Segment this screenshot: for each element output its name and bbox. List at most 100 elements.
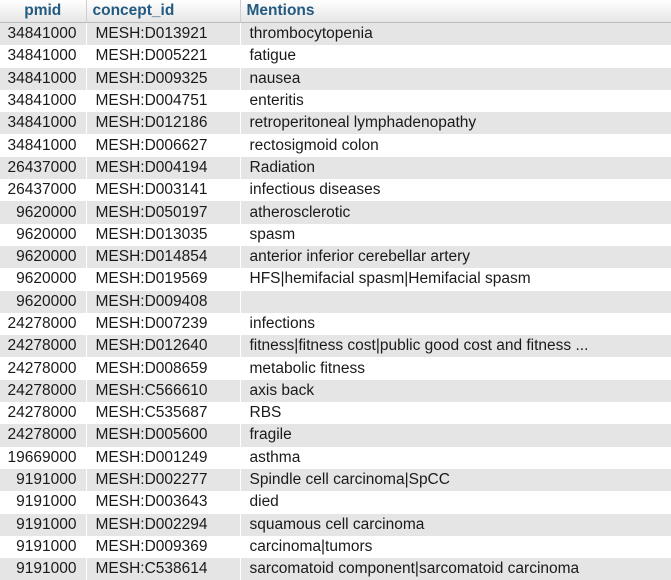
mentions-cell: atherosclerotic bbox=[240, 201, 671, 223]
concept-id-cell: MESH:D009408 bbox=[86, 291, 240, 313]
pmid-cell: 24278000 bbox=[0, 424, 86, 446]
mentions-cell: died bbox=[240, 491, 671, 513]
mentions-cell: rectosigmoid colon bbox=[240, 134, 671, 156]
pmid-cell: 34841000 bbox=[0, 45, 86, 67]
concept-id-cell: MESH:C538614 bbox=[86, 558, 240, 580]
column-header-concept-id[interactable]: concept_id bbox=[86, 0, 240, 23]
mentions-cell: fragile bbox=[240, 424, 671, 446]
pmid-cell: 9620000 bbox=[0, 224, 86, 246]
concept-id-cell: MESH:C566610 bbox=[86, 380, 240, 402]
mentions-cell: enteritis bbox=[240, 90, 671, 112]
mentions-cell: carcinoma|tumors bbox=[240, 536, 671, 558]
pmid-cell: 9191000 bbox=[0, 491, 86, 513]
pmid-cell: 34841000 bbox=[0, 68, 86, 90]
mentions-cell: sarcomatoid component|sarcomatoid carcin… bbox=[240, 558, 671, 580]
pmid-cell: 9191000 bbox=[0, 469, 86, 491]
concept-id-cell: MESH:D005600 bbox=[86, 424, 240, 446]
mentions-cell: fatigue bbox=[240, 45, 671, 67]
pmid-cell: 34841000 bbox=[0, 90, 86, 112]
concept-id-cell: MESH:D004751 bbox=[86, 90, 240, 112]
pmid-cell: 34841000 bbox=[0, 23, 86, 46]
column-header-pmid[interactable]: pmid bbox=[0, 0, 86, 23]
concept-id-cell: MESH:C535687 bbox=[86, 402, 240, 424]
concept-id-cell: MESH:D002277 bbox=[86, 469, 240, 491]
mentions-cell: axis back bbox=[240, 380, 671, 402]
pmid-cell: 9191000 bbox=[0, 536, 86, 558]
concept-id-cell: MESH:D007239 bbox=[86, 313, 240, 335]
mentions-cell: Radiation bbox=[240, 157, 671, 179]
mentions-cell: infectious diseases bbox=[240, 179, 671, 201]
concept-id-cell: MESH:D004194 bbox=[86, 157, 240, 179]
concept-id-cell: MESH:D013035 bbox=[86, 224, 240, 246]
concept-id-cell: MESH:D005221 bbox=[86, 45, 240, 67]
mentions-cell: anterior inferior cerebellar artery bbox=[240, 246, 671, 268]
pmid-cell: 9620000 bbox=[0, 291, 86, 313]
mentions-cell: spasm bbox=[240, 224, 671, 246]
pmid-cell: 9620000 bbox=[0, 201, 86, 223]
concept-id-cell: MESH:D002294 bbox=[86, 514, 240, 536]
pmid-cell: 34841000 bbox=[0, 112, 86, 134]
mentions-cell bbox=[240, 291, 671, 313]
pmid-cell: 19669000 bbox=[0, 447, 86, 469]
pmid-cell: 9191000 bbox=[0, 558, 86, 580]
concept-id-cell: MESH:D019569 bbox=[86, 268, 240, 290]
pmid-cell: 9191000 bbox=[0, 514, 86, 536]
mentions-cell: nausea bbox=[240, 68, 671, 90]
pmid-cell: 9620000 bbox=[0, 246, 86, 268]
concept-id-cell: MESH:D012186 bbox=[86, 112, 240, 134]
concept-id-cell: MESH:D009325 bbox=[86, 68, 240, 90]
column-header-mentions[interactable]: Mentions bbox=[240, 0, 671, 23]
mentions-cell: fitness|fitness cost|public good cost an… bbox=[240, 335, 671, 357]
concept-id-cell: MESH:D001249 bbox=[86, 447, 240, 469]
mentions-cell: thrombocytopenia bbox=[240, 23, 671, 46]
concept-id-cell: MESH:D014854 bbox=[86, 246, 240, 268]
pmid-cell: 26437000 bbox=[0, 179, 86, 201]
pmid-cell: 24278000 bbox=[0, 357, 86, 379]
pmid-cell: 9620000 bbox=[0, 268, 86, 290]
header-row: pmid concept_id Mentions bbox=[0, 0, 671, 23]
concept-id-cell: MESH:D003141 bbox=[86, 179, 240, 201]
mentions-cell: infections bbox=[240, 313, 671, 335]
pmid-cell: 24278000 bbox=[0, 335, 86, 357]
mentions-cell: metabolic fitness bbox=[240, 357, 671, 379]
concept-id-cell: MESH:D006627 bbox=[86, 134, 240, 156]
pmid-cell: 24278000 bbox=[0, 402, 86, 424]
mentions-cell: retroperitoneal lymphadenopathy bbox=[240, 112, 671, 134]
mentions-cell: Spindle cell carcinoma|SpCC bbox=[240, 469, 671, 491]
pmid-cell: 24278000 bbox=[0, 380, 86, 402]
mentions-cell: HFS|hemifacial spasm|Hemifacial spasm bbox=[240, 268, 671, 290]
table-header: pmid concept_id Mentions bbox=[0, 0, 671, 23]
concept-id-cell: MESH:D003643 bbox=[86, 491, 240, 513]
pmid-cell: 24278000 bbox=[0, 313, 86, 335]
concept-id-cell: MESH:D008659 bbox=[86, 357, 240, 379]
mentions-cell: asthma bbox=[240, 447, 671, 469]
concept-id-cell: MESH:D050197 bbox=[86, 201, 240, 223]
